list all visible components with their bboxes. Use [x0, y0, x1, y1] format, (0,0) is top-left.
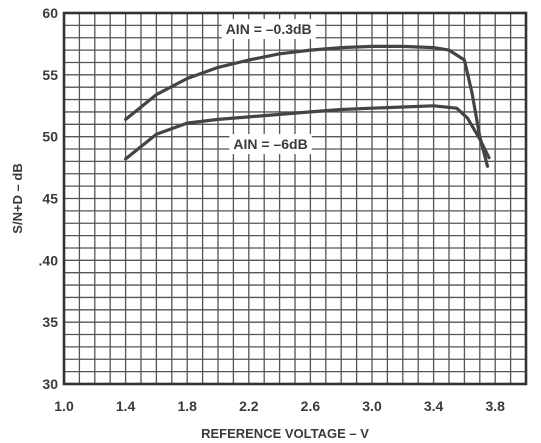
y-tick-label: 55 [42, 67, 58, 83]
y-tick-labels: 30 35 .40 45 50 55 60 [39, 5, 59, 392]
grid-lines [64, 13, 526, 384]
curve-label-text: AIN = –6dB [233, 136, 307, 152]
plot-frame [62, 11, 528, 386]
curve-label-background [221, 19, 316, 40]
curve-label-2: AIN = –6dB [229, 134, 312, 155]
annotations: AIN = –0.3dB AIN = –6dB [221, 19, 316, 155]
curve-label-text: AIN = –0.3dB [226, 21, 312, 37]
curve-label-background [229, 134, 312, 155]
series-lines [124, 44, 491, 168]
x-tick-label: 2.6 [301, 398, 321, 414]
x-tick-label: 3.4 [424, 398, 444, 414]
x-axis-title: REFERENCE VOLTAGE – V [201, 426, 369, 441]
y-axis-title: S/N+D – dB [10, 163, 25, 233]
y-tick-label: .40 [39, 252, 59, 268]
x-tick-label: 2.2 [239, 398, 259, 414]
y-tick-label: 30 [42, 376, 58, 392]
x-tick-labels: 1.0 1.4 1.8 2.2 2.6 3.0 3.4 3.8 [54, 398, 505, 414]
curve-label-1: AIN = –0.3dB [221, 19, 316, 40]
y-tick-label: 45 [42, 191, 58, 207]
series-line-2 [124, 104, 491, 161]
x-tick-label: 1.4 [116, 398, 136, 414]
x-tick-label: 1.0 [54, 398, 74, 414]
x-tick-label: 3.0 [362, 398, 382, 414]
series-line-1 [124, 44, 490, 168]
y-tick-label: 35 [42, 314, 58, 330]
y-tick-label: 50 [42, 129, 58, 145]
x-tick-label: 1.8 [177, 398, 197, 414]
y-tick-label: 60 [42, 5, 58, 21]
x-tick-label: 3.8 [485, 398, 505, 414]
